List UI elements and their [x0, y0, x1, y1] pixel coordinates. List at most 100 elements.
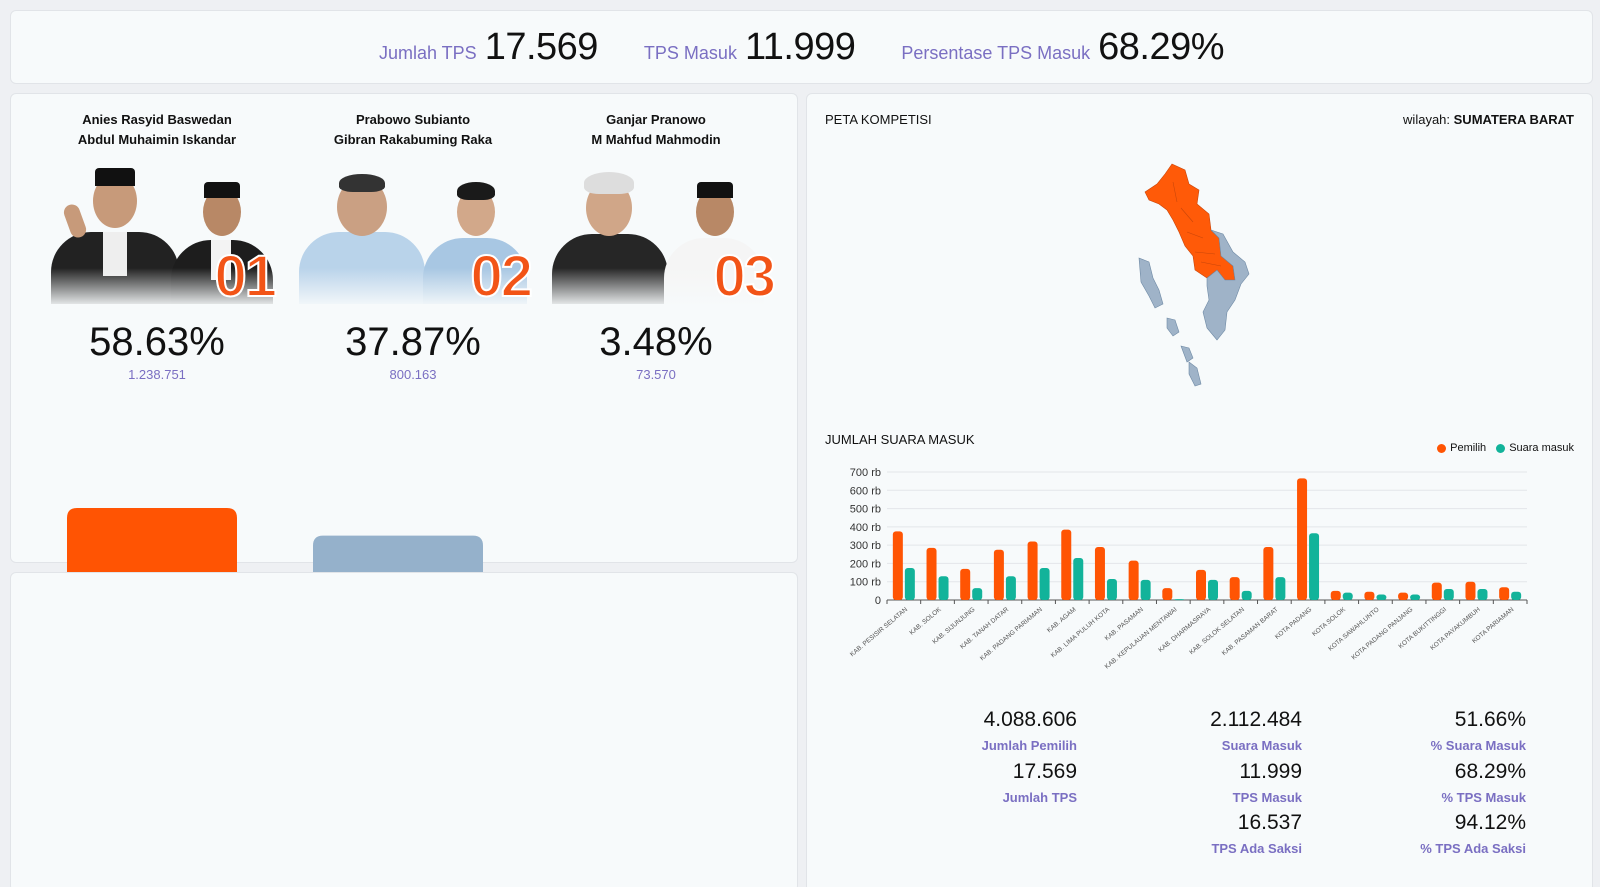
bar-suara-masuk[interactable] — [1241, 590, 1252, 600]
candidate-president-name: Anies Rasyid Baswedan — [82, 112, 232, 127]
legend-suara-masuk[interactable]: Suara masuk — [1496, 442, 1574, 454]
sumatera-barat-map[interactable] — [1137, 162, 1297, 412]
votes-bar-chart: 0 100 rb 200 rb 300 rb 400 rb 500 rb 600 rb 700… — [849, 467, 1528, 671]
y-tick-label: 200 rb — [850, 558, 881, 570]
x-tick-label: KOTA SOLOK — [1311, 606, 1347, 638]
bar-suara-masuk[interactable] — [1106, 578, 1117, 600]
bar-pemilih[interactable] — [1196, 569, 1206, 600]
chart-title: JUMLAH SUARA MASUK — [825, 432, 975, 447]
region-label: wilayah: — [1403, 112, 1451, 127]
bar-suara-masuk[interactable] — [1005, 576, 1016, 600]
stat-suara-masuk: 2.112.484 Suara Masuk — [1210, 708, 1302, 753]
map-island — [1138, 257, 1164, 309]
bar-pemilih[interactable] — [993, 549, 1004, 600]
bar-suara-masuk[interactable] — [1039, 568, 1050, 600]
bar-pemilih[interactable] — [1094, 546, 1105, 600]
jumlah-tps-value: 17.569 — [484, 25, 599, 68]
region-name: SUMATERA BARAT — [1453, 112, 1574, 127]
bar-pemilih[interactable] — [1398, 592, 1409, 600]
stat-pct-tps-ada-saksi: 94.12%% TPS Ada Saksi — [1420, 811, 1526, 856]
x-tick-label: KAB. SOLOK — [908, 606, 943, 637]
x-tick-label: KAB. KEPULAUAN MENTAWAI — [1104, 606, 1179, 671]
candidates-panel: Anies Rasyid Baswedan Abdul Muhaimin Isk… — [10, 93, 798, 610]
candidate-card-03[interactable]: Ganjar Pranowo M Mahfud Mahmodin 03 3.48… — [526, 110, 786, 382]
bar-suara-masuk[interactable] — [1140, 579, 1151, 600]
candidate-percent: 58.63% — [89, 320, 225, 364]
bar-suara-masuk[interactable] — [1275, 577, 1286, 600]
candidate-number: 02 — [469, 243, 533, 304]
bar-suara-masuk[interactable] — [1309, 533, 1320, 600]
bar-pemilih[interactable] — [926, 547, 937, 600]
map-title: PETA KOMPETISI — [825, 112, 932, 127]
candidate-votes: 73.570 — [636, 367, 676, 382]
bar-pemilih[interactable] — [1364, 591, 1375, 600]
bar-suara-masuk[interactable] — [1511, 591, 1522, 600]
bar-pemilih[interactable] — [1330, 590, 1341, 600]
stat-tps-ada-saksi: 16.537 TPS Ada Saksi — [1211, 811, 1302, 856]
candidate-photo: 03 — [536, 160, 776, 304]
y-tick-label: 400 rb — [850, 522, 881, 534]
candidate-photo: 01 — [37, 160, 277, 304]
bar-pemilih[interactable] — [892, 531, 903, 600]
y-tick-label: 300 rb — [850, 540, 881, 552]
x-tick-label: KAB. LIMA PULUH KOTA — [1050, 606, 1112, 660]
chart-legend: Pemilih Suara masuk — [1437, 442, 1574, 454]
bar-pemilih[interactable] — [960, 568, 971, 600]
bar-pemilih[interactable] — [1297, 478, 1308, 600]
y-tick-label: 700 rb — [850, 467, 881, 479]
bar-pemilih[interactable] — [1499, 587, 1510, 600]
jumlah-tps-stat: Jumlah TPS 17.569 — [379, 26, 598, 69]
candidate-vice-name: Gibran Rakabuming Raka — [333, 132, 493, 147]
candidate-number: 03 — [712, 243, 776, 304]
stat-jumlah-pemilih: 4.088.606 Jumlah Pemilih — [981, 708, 1077, 753]
map-region-highlight — [1144, 163, 1236, 281]
x-tick-label: KAB. PADANG PARIAMAN — [979, 606, 1044, 662]
candidate-card-01[interactable]: Anies Rasyid Baswedan Abdul Muhaimin Isk… — [27, 110, 287, 382]
persentase-value: 68.29% — [1098, 25, 1225, 68]
map-island — [1188, 361, 1202, 387]
legend-pemilih[interactable]: Pemilih — [1437, 442, 1486, 454]
map-island — [1180, 345, 1194, 363]
bar-suara-masuk[interactable] — [1073, 557, 1084, 600]
bar-pemilih[interactable] — [1162, 588, 1173, 600]
bar-pemilih[interactable] — [1128, 560, 1139, 600]
y-tick-label: 600 rb — [850, 485, 881, 497]
x-tick-label: KAB. SOLOK SELATAN — [1188, 606, 1246, 656]
stat-pct-tps-masuk: 68.29%% TPS Masuk — [1441, 760, 1526, 805]
persentase-label: Persentase TPS Masuk — [901, 42, 1091, 63]
x-tick-label: KOTA PADANG — [1274, 606, 1313, 641]
bar-pemilih[interactable] — [1061, 529, 1072, 600]
map-island — [1166, 317, 1180, 337]
candidate-vice-name: Abdul Muhaimin Iskandar — [77, 132, 237, 147]
bar-suara-masuk[interactable] — [1410, 594, 1421, 600]
bar-suara-masuk[interactable] — [1342, 592, 1353, 600]
stat-jumlah-tps: 17.569 Jumlah TPS — [1002, 760, 1077, 805]
stat-pct-suara-masuk: 51.66%% Suara Masuk — [1430, 708, 1526, 753]
candidate-president-name: Ganjar Pranowo — [606, 112, 706, 127]
cbar-bar-01[interactable] — [67, 508, 237, 586]
bar-pemilih[interactable] — [1263, 546, 1274, 600]
y-tick-label: 100 rb — [850, 577, 881, 589]
tps-masuk-stat: TPS Masuk 11.999 — [644, 26, 856, 69]
bar-suara-masuk[interactable] — [1208, 579, 1218, 600]
candidate-card-02[interactable]: Prabowo Subianto Gibran Rakabuming Raka … — [283, 110, 543, 382]
candidate-president-name: Prabowo Subianto — [355, 112, 471, 127]
x-tick-label: KAB. PASAMAN BARAT — [1221, 606, 1280, 657]
bar-suara-masuk[interactable] — [1376, 594, 1387, 600]
candidate-number: 01 — [213, 243, 277, 304]
y-tick-label: 500 rb — [850, 504, 881, 516]
bar-suara-masuk[interactable] — [1174, 599, 1185, 601]
competition-panel: PETA KOMPETISI wilayah: SUMATERA BARAT J… — [806, 93, 1593, 887]
bar-suara-masuk[interactable] — [1443, 589, 1454, 600]
bar-pemilih[interactable] — [1027, 541, 1038, 600]
region-selector[interactable]: wilayah: SUMATERA BARAT — [1403, 112, 1574, 127]
jumlah-tps-label: Jumlah TPS — [378, 42, 477, 63]
bar-suara-masuk[interactable] — [938, 576, 949, 600]
bar-pemilih[interactable] — [1431, 582, 1442, 600]
bar-pemilih[interactable] — [1229, 577, 1240, 600]
bar-suara-masuk[interactable] — [904, 568, 915, 600]
bar-suara-masuk[interactable] — [972, 588, 983, 600]
bar-pemilih[interactable] — [1465, 581, 1476, 600]
stat-tps-masuk: 11.999 TPS Masuk — [1232, 760, 1302, 805]
bar-suara-masuk[interactable] — [1477, 589, 1488, 600]
